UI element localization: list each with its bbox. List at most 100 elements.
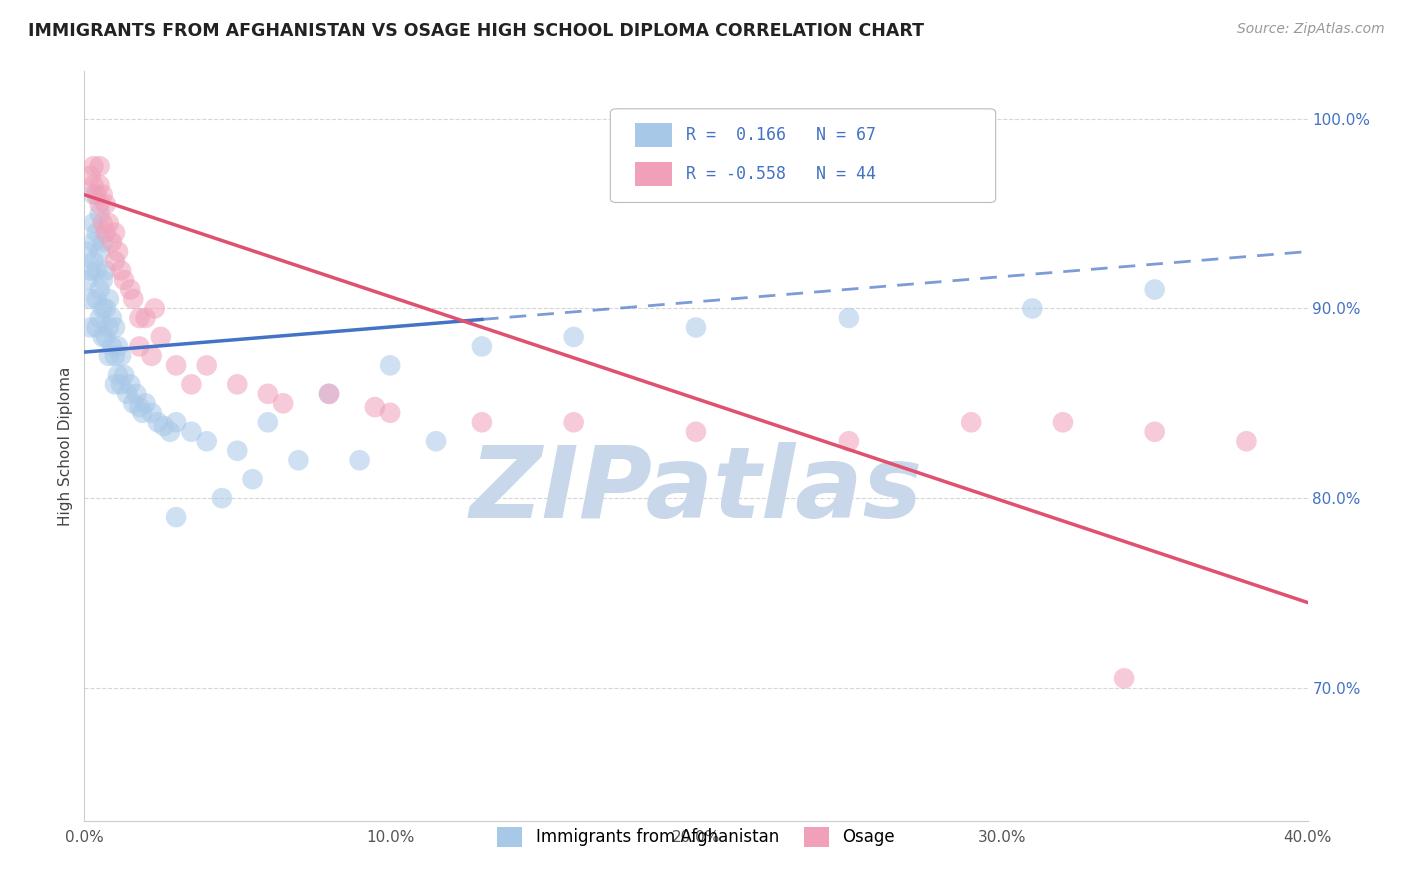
Point (91, 273, 114, 287)
Point (1114, 672, 1136, 686)
Point (89, 283, 111, 297)
Text: Source: ZipAtlas.com: Source: ZipAtlas.com (1237, 22, 1385, 37)
Point (318, 387, 340, 401)
Point (112, 368, 135, 382)
Point (120, 283, 142, 297)
Point (94, 301, 117, 316)
Point (165, 415, 187, 429)
Point (838, 434, 860, 449)
Point (380, 406, 402, 420)
FancyBboxPatch shape (610, 109, 995, 202)
Point (165, 359, 187, 373)
Point (125, 387, 148, 401)
Point (562, 330, 585, 344)
Point (471, 415, 494, 429)
Point (364, 400, 387, 414)
Point (83, 235, 105, 249)
Point (122, 292, 145, 306)
Point (257, 415, 280, 429)
Point (83, 216, 105, 230)
Point (83, 254, 105, 268)
Point (685, 425, 707, 439)
Point (89, 197, 111, 211)
Text: R =  0.166   N = 67: R = 0.166 N = 67 (686, 126, 876, 144)
Point (91, 235, 114, 249)
Point (91, 301, 114, 316)
Bar (636, 123, 672, 147)
Point (211, 491, 233, 505)
Text: IMMIGRANTS FROM AFGHANISTAN VS OSAGE HIGH SCHOOL DIPLOMA CORRELATION CHART: IMMIGRANTS FROM AFGHANISTAN VS OSAGE HIG… (28, 22, 924, 40)
Point (94, 263, 117, 277)
Point (104, 254, 127, 268)
Point (122, 396, 145, 410)
Point (1143, 283, 1166, 297)
Point (685, 320, 707, 334)
Point (180, 377, 202, 392)
Point (91, 216, 114, 230)
Point (89, 178, 111, 193)
Y-axis label: High School Diploma: High School Diploma (58, 367, 73, 525)
Point (153, 419, 176, 434)
Point (242, 472, 264, 486)
Point (104, 349, 127, 363)
Point (149, 330, 172, 344)
Point (257, 387, 280, 401)
Point (107, 244, 129, 259)
Point (195, 434, 218, 449)
Bar (636, 162, 672, 186)
Legend: Immigrants from Afghanistan, Osage: Immigrants from Afghanistan, Osage (491, 820, 901, 854)
Point (79, 263, 101, 277)
Point (425, 434, 447, 449)
Point (94, 197, 117, 211)
Point (101, 310, 124, 325)
Point (271, 396, 294, 410)
Point (349, 453, 371, 467)
Point (838, 310, 860, 325)
Point (110, 349, 132, 363)
Point (97, 216, 120, 230)
Point (86, 320, 108, 334)
Point (1236, 434, 1258, 449)
Point (1021, 301, 1043, 316)
Point (91, 330, 114, 344)
Point (471, 339, 494, 353)
Text: ZIPatlas: ZIPatlas (470, 442, 922, 540)
Point (115, 387, 138, 401)
Point (128, 310, 150, 325)
Point (180, 425, 202, 439)
Point (318, 387, 340, 401)
Point (76, 244, 98, 259)
Point (83, 159, 105, 173)
Point (97, 320, 120, 334)
Point (135, 310, 157, 325)
Point (79, 320, 101, 334)
Point (86, 263, 108, 277)
Point (89, 244, 111, 259)
Point (89, 310, 111, 325)
Point (89, 206, 111, 220)
Point (131, 406, 153, 420)
Point (141, 406, 163, 420)
Point (104, 226, 127, 240)
Point (1052, 415, 1074, 429)
Point (86, 187, 108, 202)
Point (562, 415, 585, 429)
Point (104, 320, 127, 334)
Point (104, 377, 127, 392)
Point (89, 159, 111, 173)
Point (141, 349, 163, 363)
Text: R = -0.558   N = 44: R = -0.558 N = 44 (686, 165, 876, 183)
Point (120, 377, 142, 392)
Point (960, 415, 983, 429)
Point (86, 226, 108, 240)
Point (107, 368, 129, 382)
Point (226, 377, 249, 392)
Point (101, 339, 124, 353)
Point (195, 359, 218, 373)
Point (143, 301, 166, 316)
Point (146, 415, 169, 429)
Point (128, 400, 150, 414)
Point (79, 292, 101, 306)
Point (79, 169, 101, 183)
Point (83, 187, 105, 202)
